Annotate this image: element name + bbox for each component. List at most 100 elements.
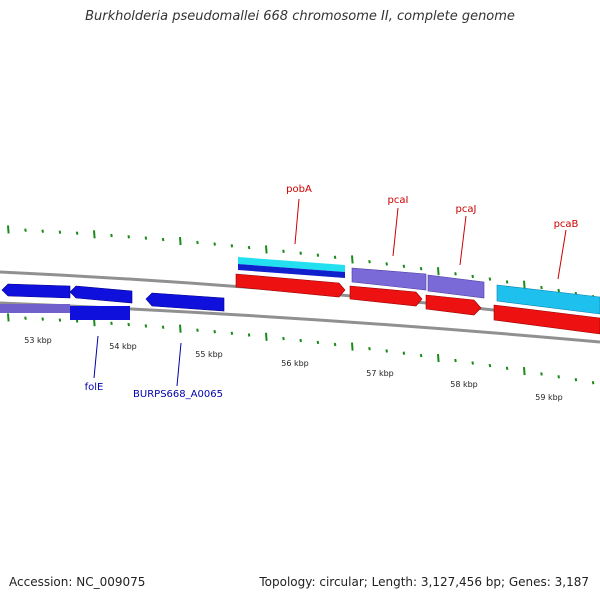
gene-arrow-pcaB-red[interactable] bbox=[493, 304, 600, 335]
tick-mark bbox=[144, 324, 148, 328]
label-folE[interactable]: folE bbox=[85, 382, 104, 393]
tick-mark bbox=[247, 333, 251, 337]
tick-mark bbox=[437, 267, 440, 276]
leader-BURPS668_A0065 bbox=[176, 342, 182, 387]
tick-mark bbox=[591, 381, 595, 385]
forward-features bbox=[235, 257, 600, 335]
tick-mark bbox=[127, 235, 130, 239]
gene-band-pobA-cyan[interactable] bbox=[238, 257, 345, 272]
leader-pcaJ bbox=[459, 215, 467, 266]
tick-mark bbox=[454, 358, 457, 363]
gene-block-lower-b[interactable] bbox=[70, 306, 130, 320]
tick-mark bbox=[316, 253, 320, 257]
tick-mark bbox=[230, 244, 234, 248]
tick-mark bbox=[368, 260, 371, 264]
map-title: Burkholderia pseudomallei 668 chromosome… bbox=[85, 9, 515, 24]
tick-mark bbox=[540, 285, 543, 290]
gene-arrow-folE-upper[interactable] bbox=[1, 283, 71, 299]
tick-mark bbox=[247, 245, 251, 250]
tick-mark bbox=[333, 255, 337, 259]
gene-arrow-BURPS668_A0065[interactable] bbox=[145, 292, 225, 312]
gene-arrow-pcaJ-red[interactable] bbox=[425, 294, 482, 316]
tick-mark bbox=[93, 230, 96, 239]
tick-mark bbox=[351, 255, 354, 264]
tick-mark bbox=[179, 324, 182, 333]
gene-arrow-pcaB[interactable] bbox=[496, 284, 600, 315]
tick-mark bbox=[161, 237, 165, 242]
tick-mark bbox=[41, 229, 44, 233]
tick-mark bbox=[58, 318, 62, 322]
tick-mark bbox=[110, 233, 113, 238]
gene-arrow-pcaI-red[interactable] bbox=[349, 285, 423, 307]
tick-mark bbox=[351, 342, 354, 351]
label-BURPS668_A0065[interactable]: BURPS668_A0065 bbox=[133, 389, 223, 400]
ruler-label-55: 55 kbp bbox=[195, 350, 223, 359]
gene-arrow-folE[interactable] bbox=[69, 285, 133, 304]
tick-mark bbox=[333, 342, 337, 347]
tick-mark bbox=[402, 351, 406, 355]
tick-mark bbox=[213, 242, 216, 246]
label-pcaB[interactable]: pcaB bbox=[554, 219, 579, 230]
tick-mark bbox=[557, 288, 560, 293]
ruler-label-59: 59 kbp bbox=[535, 393, 563, 402]
tick-mark bbox=[230, 331, 234, 335]
tick-mark bbox=[127, 322, 130, 327]
label-pcaJ[interactable]: pcaJ bbox=[456, 204, 477, 215]
tick-mark bbox=[7, 313, 10, 322]
tick-mark bbox=[196, 240, 199, 245]
label-pcaI[interactable]: pcaI bbox=[388, 195, 409, 206]
tick-mark bbox=[471, 274, 474, 279]
reverse-features bbox=[0, 283, 225, 320]
tick-mark bbox=[419, 353, 423, 358]
gene-band-pobA-blue[interactable] bbox=[238, 264, 345, 278]
tick-mark bbox=[179, 236, 182, 246]
tick-mark bbox=[24, 228, 27, 232]
gene-labels: pobA pcaI pcaJ pcaB folE BURPS668_A0065 bbox=[85, 184, 579, 400]
tick-mark bbox=[505, 280, 509, 284]
gene-arrow-pcaI[interactable] bbox=[351, 267, 427, 291]
tick-mark bbox=[58, 230, 62, 234]
gene-arrow-pcaJ[interactable] bbox=[427, 274, 485, 299]
tick-mark bbox=[454, 272, 457, 276]
tick-mark bbox=[144, 236, 148, 240]
tick-mark bbox=[488, 363, 492, 368]
ruler-label-56: 56 kbp bbox=[281, 359, 309, 368]
leader-pobA bbox=[294, 198, 300, 245]
ruler-label-54: 54 kbp bbox=[109, 342, 137, 351]
tick-mark bbox=[110, 321, 113, 325]
label-pobA[interactable]: pobA bbox=[286, 184, 312, 195]
tick-mark bbox=[265, 332, 268, 341]
tick-mark bbox=[505, 366, 509, 370]
ruler-label-57: 57 kbp bbox=[366, 369, 394, 378]
tick-mark bbox=[24, 316, 27, 320]
tick-mark bbox=[265, 245, 268, 254]
tick-mark bbox=[557, 375, 560, 379]
tick-mark bbox=[282, 249, 285, 253]
tick-mark bbox=[41, 317, 44, 321]
tick-mark bbox=[574, 378, 578, 382]
tick-mark bbox=[196, 328, 199, 332]
tick-mark bbox=[161, 325, 165, 329]
ruler-label-58: 58 kbp bbox=[450, 380, 478, 389]
tick-mark bbox=[385, 262, 388, 266]
tick-mark bbox=[299, 251, 302, 255]
tick-mark bbox=[368, 347, 371, 351]
tick-mark bbox=[316, 340, 320, 345]
tick-mark bbox=[385, 349, 388, 353]
tick-mark bbox=[437, 353, 440, 363]
tick-mark bbox=[419, 267, 423, 271]
tick-mark bbox=[299, 338, 302, 343]
leader-pcaB bbox=[557, 229, 567, 280]
gene-block-lower-a[interactable] bbox=[0, 304, 70, 313]
gene-arrow-pobA[interactable] bbox=[235, 273, 346, 298]
ruler-labels: 53 kbp 54 kbp 55 kbp 56 kbp 57 kbp 58 kb… bbox=[24, 336, 563, 402]
genome-summary: Topology: circular; Length: 3,127,456 bp… bbox=[259, 575, 589, 589]
accession-label: Accession: NC_009075 bbox=[9, 575, 146, 589]
tick-mark bbox=[75, 319, 79, 323]
tick-mark bbox=[471, 361, 474, 365]
tick-mark bbox=[213, 330, 216, 334]
tick-mark bbox=[523, 367, 526, 376]
tick-mark bbox=[523, 280, 526, 289]
tick-mark bbox=[488, 277, 492, 281]
